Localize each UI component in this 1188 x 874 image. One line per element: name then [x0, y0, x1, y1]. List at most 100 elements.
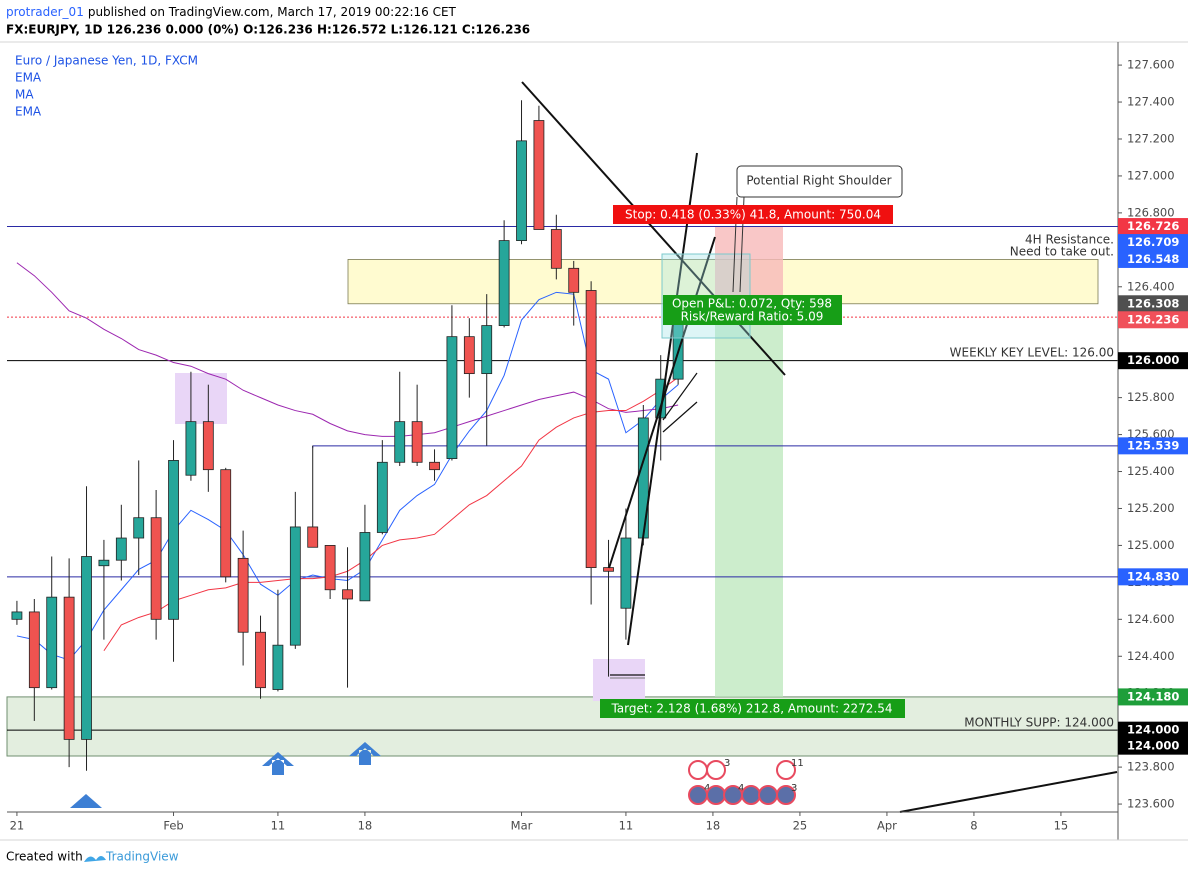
- footer-brand: TradingView: [105, 850, 179, 864]
- header: protrader_01 published on TradingView.com…: [6, 5, 457, 19]
- candle-body: [115, 537, 127, 561]
- x-tick-label: 8: [970, 819, 977, 833]
- published: published on TradingView.com, March 17, …: [88, 5, 457, 19]
- candle-body: [359, 532, 371, 602]
- levels: [7, 226, 1118, 731]
- x-tick-label: 21: [10, 819, 25, 833]
- candle-body: [185, 421, 197, 476]
- pnl-label-box: [663, 295, 842, 325]
- candle-body: [498, 240, 510, 326]
- event-icon: [706, 760, 726, 780]
- annotation: MONTHLY SUPP: 124.000: [964, 716, 1114, 730]
- candle-body: [568, 267, 580, 293]
- y-tick-label: 125.400: [1127, 464, 1175, 478]
- y-tick-label: 125.000: [1127, 538, 1175, 552]
- up-arrow: [70, 794, 102, 808]
- trend-line: [662, 401, 698, 433]
- price-badge: [1118, 218, 1188, 236]
- price-badge-label: 126.726: [1127, 219, 1179, 233]
- x-tick-label: 11: [271, 819, 286, 833]
- candle-body: [585, 290, 597, 568]
- event-icon: [758, 785, 778, 805]
- event-icon: [741, 785, 761, 805]
- chart-title: Euro / Japanese Yen, 1D, FXCM: [15, 54, 198, 68]
- candle-body: [550, 229, 562, 269]
- indicator-line: [16, 262, 679, 437]
- x-tick-label: Mar: [511, 819, 533, 833]
- y-tick-label: 126.800: [1127, 205, 1175, 219]
- event-icon: [706, 785, 726, 805]
- y-tick-label: 127.400: [1127, 95, 1175, 109]
- x-tick-label: 11: [619, 819, 634, 833]
- price-badge-label: 124.180: [1127, 689, 1179, 703]
- candle-body: [46, 596, 58, 689]
- target-label: Target: 2.128 (1.68%) 212.8, Amount: 227…: [610, 702, 892, 716]
- symbol-line: FX:EURJPY, 1D 126.236 0.000 (0%) O:126.2…: [6, 23, 530, 37]
- candle-body: [98, 559, 110, 567]
- callout-box: [736, 165, 903, 198]
- candle-body: [394, 421, 406, 463]
- price-badge: [1118, 737, 1188, 755]
- x-tick-label: Apr: [877, 819, 897, 833]
- candle-body: [168, 460, 179, 620]
- trend-line: [662, 372, 698, 421]
- legend-entry: EMA: [15, 71, 42, 85]
- price-badge-label: 126.236: [1127, 312, 1179, 326]
- logo: [84, 856, 106, 862]
- event-count: 3: [724, 758, 730, 769]
- events: 3 11 4 4 3: [688, 758, 804, 805]
- target-area: [715, 317, 783, 697]
- trend-line: [608, 236, 716, 569]
- price-badge-label: 126.548: [1127, 252, 1179, 266]
- price-badge: [1118, 721, 1188, 739]
- candle-body: [463, 336, 475, 375]
- price-badge-label: 126.000: [1127, 353, 1179, 367]
- candle-body: [516, 140, 527, 241]
- candle-body: [255, 631, 266, 689]
- event-count: 3: [791, 783, 797, 794]
- candle-body: [429, 461, 440, 471]
- author: protrader_01: [6, 5, 84, 19]
- price-badge: [1118, 311, 1188, 329]
- candle-body: [150, 517, 162, 620]
- price-badge-label: 126.709: [1127, 235, 1179, 249]
- legend-entry: MA: [15, 88, 34, 102]
- price-badge-label: 124.000: [1127, 723, 1179, 737]
- price-badge-label: 124.830: [1127, 569, 1179, 583]
- arrows: [70, 742, 381, 808]
- event-count: 4: [704, 783, 710, 794]
- y-tick-label: 123.600: [1127, 797, 1175, 811]
- candle-body: [603, 567, 614, 572]
- backdrop: [6, 226, 1119, 757]
- candle-body: [446, 336, 458, 459]
- candle-body: [637, 417, 649, 539]
- candle-body: [202, 421, 214, 471]
- price-badge-label: 125.539: [1127, 438, 1179, 452]
- y-tick-label: 126.400: [1127, 279, 1175, 293]
- price-badge: [1118, 352, 1188, 370]
- candle-body: [81, 556, 92, 740]
- legend: EMA MA EMA: [15, 71, 42, 119]
- candle-body: [376, 461, 388, 533]
- event-icon: [688, 760, 708, 780]
- trend-line: [521, 81, 786, 376]
- highlight: [175, 373, 227, 424]
- price-badge-label: 126.308: [1127, 296, 1179, 310]
- candle-body: [63, 596, 75, 740]
- price-badge-label: 124.000: [1127, 739, 1179, 753]
- callout-text: Potential Right Shoulder: [746, 174, 891, 188]
- annotation: WEEKLY KEY LEVEL: 126.00: [950, 346, 1114, 360]
- stop-label: Stop: 0.418 (0.33%) 41.8, Amount: 750.04: [625, 208, 881, 222]
- event-icon: [776, 760, 796, 780]
- x-tick-label: 18: [358, 819, 373, 833]
- candle-body: [28, 611, 40, 689]
- price-badge: [1118, 437, 1188, 455]
- y-tick-label: 123.800: [1127, 760, 1175, 774]
- trend-line: [899, 771, 1118, 813]
- pnl-label: Open P&L: 0.072, Qty: 598: [672, 297, 832, 311]
- annotation: Need to take out.: [1010, 245, 1114, 259]
- trend-lines: [521, 81, 1118, 813]
- candle-body: [272, 644, 284, 690]
